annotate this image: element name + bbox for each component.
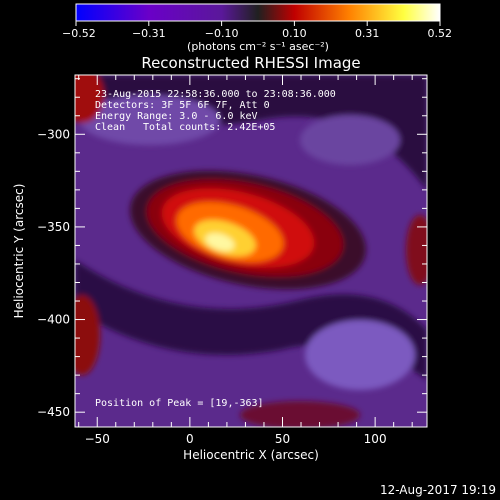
colorbar-tick-label: 0.10 — [282, 27, 307, 40]
colorbar-ticks: −0.52 −0.31 −0.10 0.10 0.31 0.52 — [62, 21, 452, 40]
heatmap-image — [75, 75, 427, 427]
x-tick-label: 0 — [186, 432, 194, 446]
x-tick-label: −50 — [85, 432, 110, 446]
y-tick-label: −350 — [37, 220, 70, 234]
y-tick-label: −400 — [37, 313, 70, 327]
colorbar-units: (photons cm⁻² s⁻¹ asec⁻²) — [187, 40, 329, 53]
plot-frame — [74, 74, 428, 428]
chart-title: Reconstructed RHESSI Image — [141, 54, 360, 72]
annotation-time: 23-Aug-2015 22:58:36.000 to 23:08:36.000 — [95, 89, 336, 100]
y-axis-label: Heliocentric Y (arcsec) — [12, 184, 26, 319]
y-tick-label: −300 — [37, 127, 70, 141]
annotation-counts: Total counts: 2.42E+05 — [143, 122, 275, 133]
timestamp: 12-Aug-2017 19:19 — [380, 483, 496, 497]
colorbar-tick-label: −0.31 — [132, 27, 166, 40]
x-tick-label: 100 — [364, 432, 387, 446]
axis-ticks: −50 0 50 100 −300 −350 −400 −450 — [37, 75, 427, 446]
colorbar-tick-label: −0.10 — [205, 27, 239, 40]
colorbar — [76, 4, 440, 21]
colorbar-tick-label: −0.52 — [62, 27, 96, 40]
annotation-algorithm: Clean — [95, 122, 125, 133]
y-tick-label: −450 — [37, 405, 70, 419]
colorbar-frame — [75, 3, 441, 22]
x-axis-label: Heliocentric X (arcsec) — [183, 448, 319, 462]
annotation-detectors: Detectors: 3F 5F 6F 7F, Att 0 — [95, 100, 270, 111]
annotation-energy: Energy Range: 3.0 - 6.0 keV — [95, 111, 258, 122]
colorbar-tick-label: 0.52 — [428, 27, 453, 40]
annotation-block: 23-Aug-2015 22:58:36.000 to 23:08:36.000… — [95, 89, 336, 409]
annotation-peak: Position of Peak = [19,-363] — [95, 398, 264, 409]
colorbar-tick-label: 0.31 — [355, 27, 380, 40]
x-tick-label: 50 — [275, 432, 290, 446]
